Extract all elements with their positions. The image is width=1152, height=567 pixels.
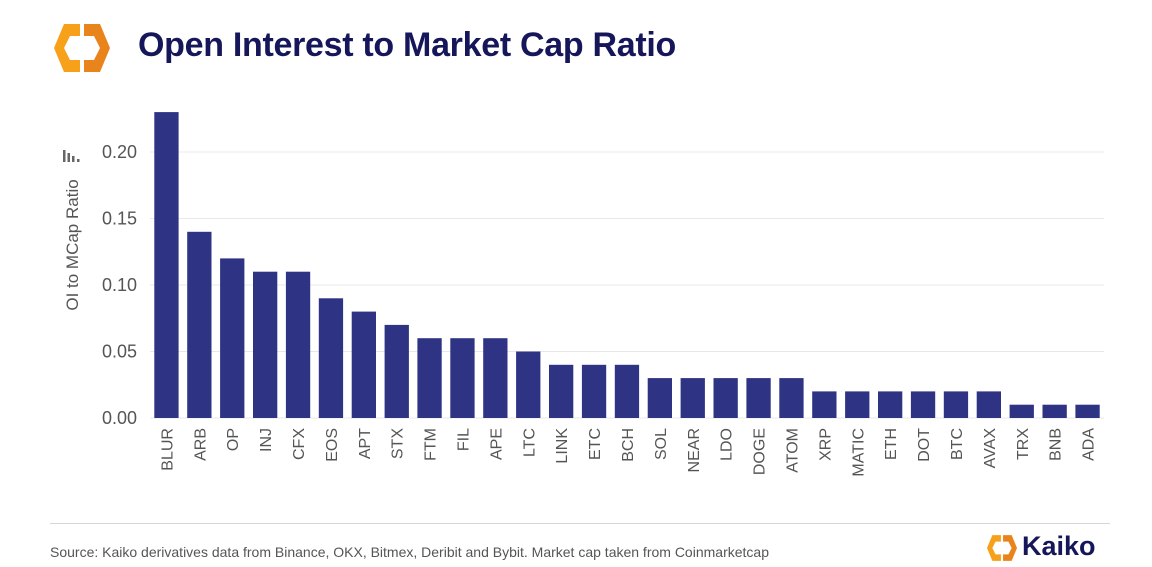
bar-btc [943,391,969,418]
x-tick-label: BNB [1048,428,1065,461]
x-tick-label: LTC [521,428,538,457]
bar-arb [187,231,212,418]
x-tick-label: INJ [258,428,275,452]
bar-doge [746,378,771,418]
x-tick-label: AVAX [982,428,999,469]
bar-dot [910,391,936,418]
chart-bars [154,112,1100,418]
bar-matic [845,391,870,418]
x-tick-label: FIL [456,428,473,451]
x-tick-label: STX [390,428,407,459]
x-tick-label: SOL [653,428,670,460]
bar-ftm [417,338,442,418]
bar-chart: 0.00 0.05 0.10 0.15 0.20 BLUR ARB OP INJ CFX EOS A… [63,112,1104,477]
x-tick-label: EOS [324,428,341,462]
x-tick-label: FTM [423,428,440,461]
x-tick-label: ATOM [785,428,802,473]
x-tick-label: ETH [883,428,900,460]
bar-avax [976,391,1001,418]
x-tick-label: APE [488,428,505,460]
bar-ldo [713,378,738,418]
x-tick-label: BLUR [159,428,176,471]
page-title: Open Interest to Market Cap Ratio [138,26,676,64]
x-tick-label: BTC [949,428,966,460]
x-tick-label: LINK [554,428,571,464]
bar-trx [1009,404,1034,418]
bar-stx [384,324,409,418]
y-tick-label: 0.00 [102,408,137,428]
y-axis-tick-labels: 0.00 0.05 0.10 0.15 0.20 [102,142,137,428]
kaiko-brand-icon [987,535,1017,561]
x-tick-label: NEAR [686,428,703,472]
bar-blur [154,112,179,418]
x-tick-label: BCH [620,428,637,462]
y-tick-label: 0.05 [102,342,137,362]
bar-op [220,258,245,418]
kaiko-logo-icon [54,24,110,72]
y-tick-label: 0.15 [102,209,137,229]
bar-ada [1075,404,1100,418]
bar-eth [878,391,903,418]
x-tick-label: DOGE [752,428,769,475]
brand-logo: Kaiko [984,531,1114,567]
bar-fil [450,338,475,418]
x-tick-label: ARB [192,428,209,461]
footer-divider [50,523,1110,524]
bar-sol [647,378,672,418]
y-tick-label: 0.20 [102,142,137,162]
x-tick-label: OP [225,428,242,451]
bar-bch [614,364,640,418]
bar-ape [483,338,508,418]
chart-type-icon [63,150,80,162]
bar-apt [351,311,376,418]
x-tick-label: ETC [587,428,604,460]
x-tick-label: ADA [1081,428,1098,461]
x-tick-label: DOT [916,428,933,462]
bar-near [680,378,705,418]
bar-ltc [516,351,541,418]
x-tick-label: APT [357,428,374,459]
brand-name: Kaiko [1022,531,1096,561]
x-tick-label: MATIC [850,428,867,477]
bar-link [549,364,574,418]
x-tick-label: TRX [1015,428,1032,460]
bar-xrp [812,391,837,418]
x-tick-label: CFX [291,428,308,460]
x-axis-tick-labels: BLUR ARB OP INJ CFX EOS APT STX FTM FIL APE LTC LINK… [159,428,1097,477]
bar-etc [581,364,607,418]
x-tick-label: XRP [817,428,834,461]
source-note: Source: Kaiko derivatives data from Bina… [50,544,769,560]
x-tick-label: LDO [719,428,736,461]
bar-bnb [1042,404,1067,418]
bar-eos [318,298,344,418]
y-axis-label: OI to MCap Ratio [63,179,82,310]
bar-cfx [285,271,311,418]
bar-inj [253,271,278,418]
bar-atom [779,378,804,418]
y-tick-label: 0.10 [102,275,137,295]
